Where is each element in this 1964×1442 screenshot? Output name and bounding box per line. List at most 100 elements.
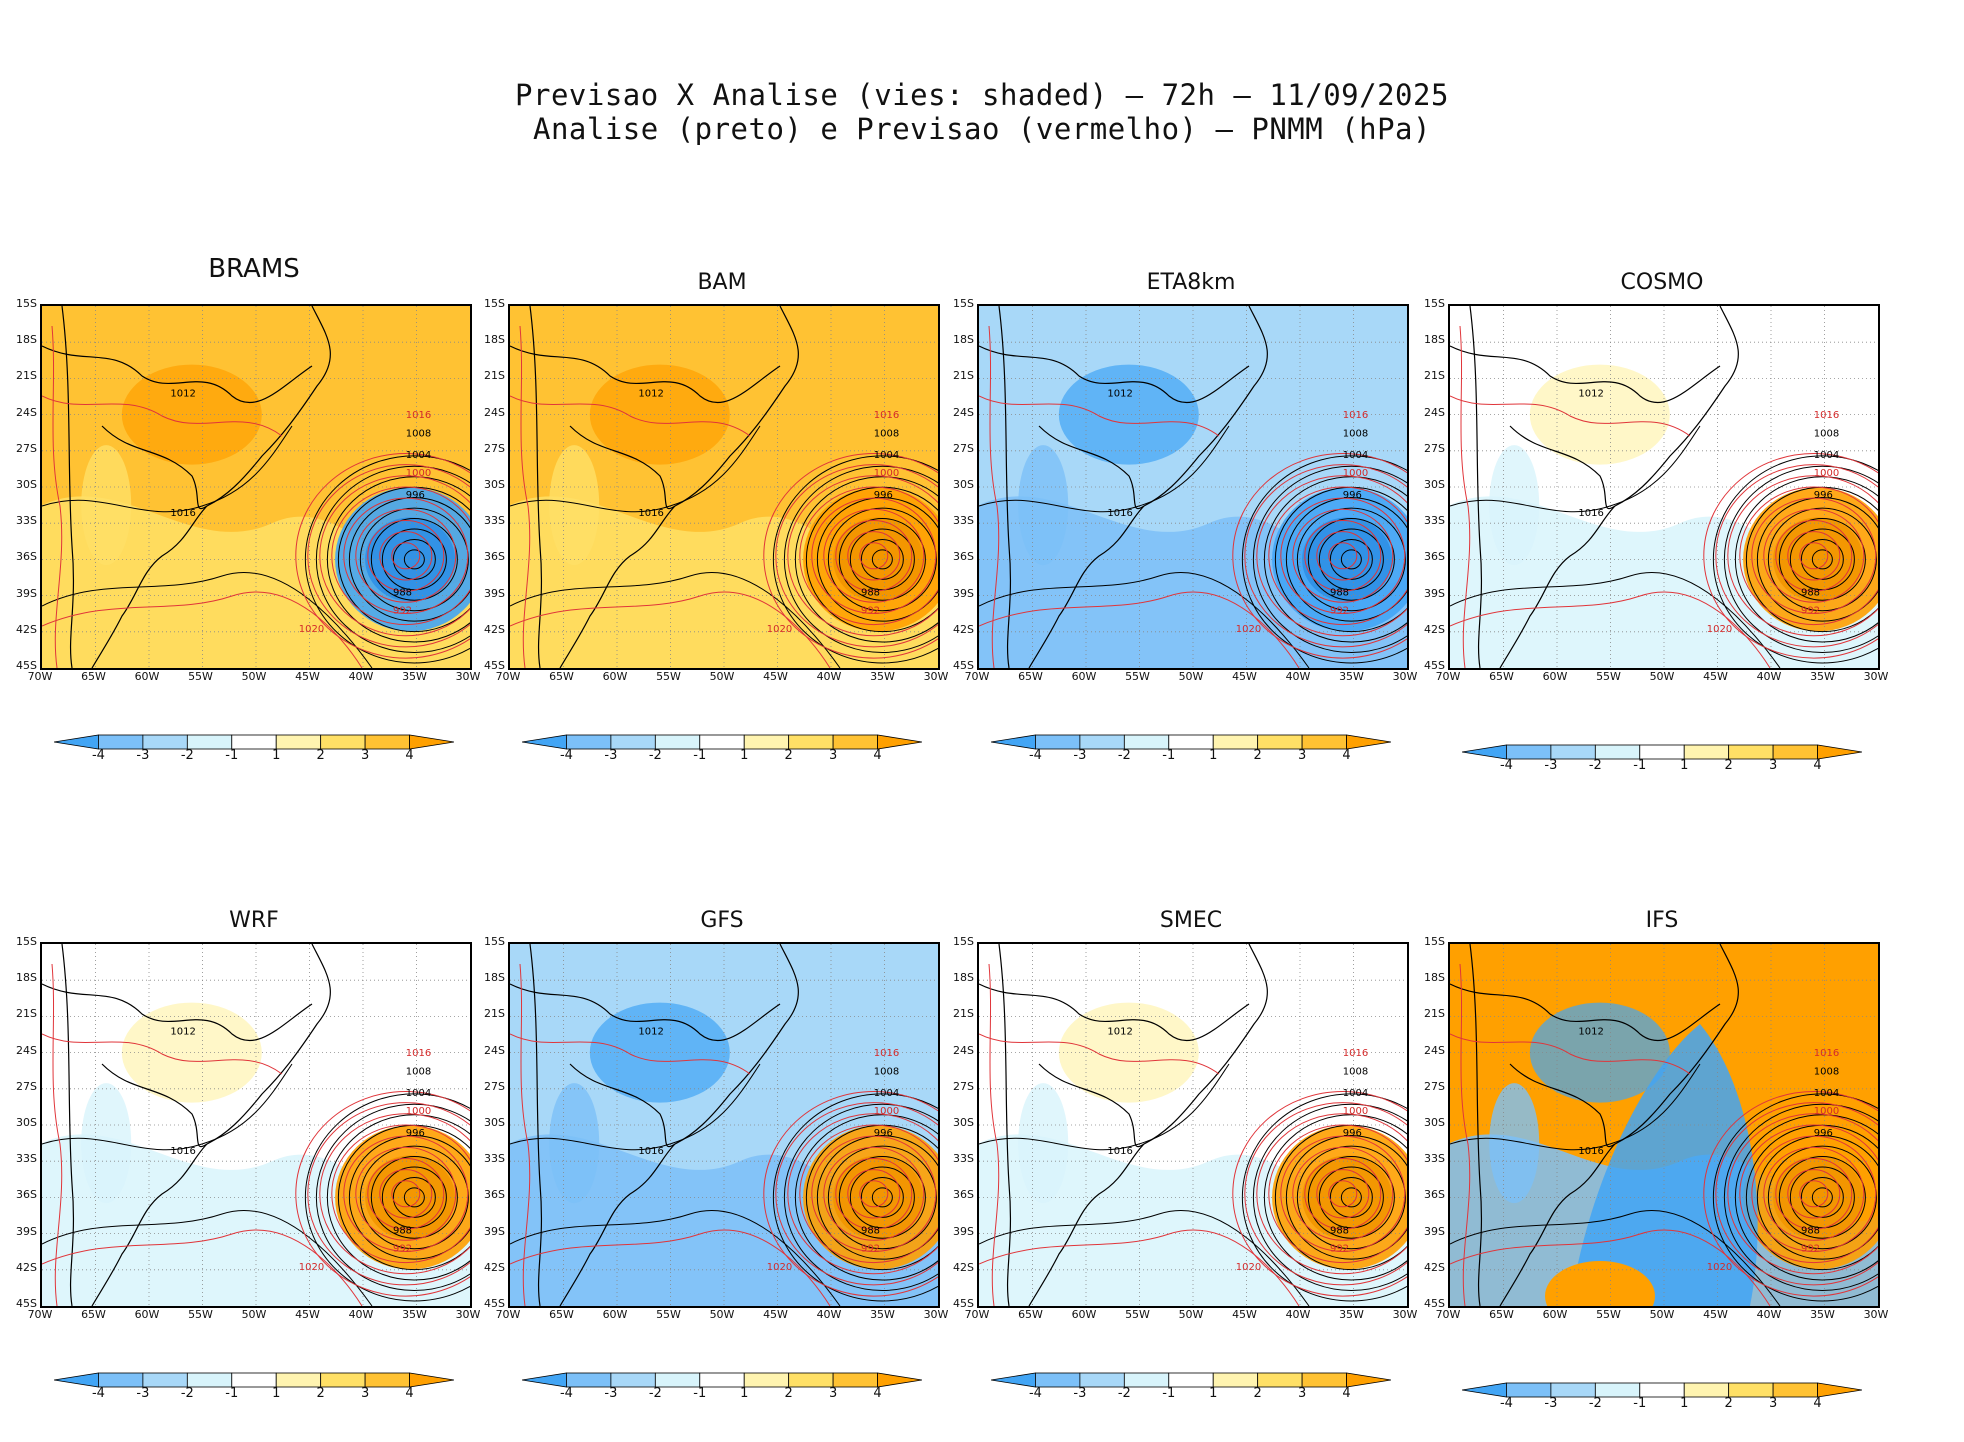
colorbar-segment xyxy=(1817,1382,1863,1398)
colorbar-segment xyxy=(1817,744,1863,760)
colorbar-label: -3 xyxy=(1073,1386,1087,1401)
lon-tick-label: 50W xyxy=(1178,1308,1204,1321)
lon-tick-label: 65W xyxy=(1018,1308,1043,1321)
colorbar-label: -1 xyxy=(1633,1396,1647,1411)
isobar-label: 1000 xyxy=(1814,1106,1839,1117)
lon-tick-label: 60W xyxy=(602,1308,628,1321)
coastline xyxy=(979,306,1268,668)
isobar-label: 1016 xyxy=(170,508,195,519)
lat-tick-label: 33S xyxy=(16,1152,37,1166)
isobar-label: 1004 xyxy=(1814,1088,1839,1099)
map-panel-brams: BRAMS 1016 1008 1004 1000 996 988 992 1012 1016 10… xyxy=(16,254,508,804)
isobar-label: 1016 xyxy=(874,1048,899,1059)
lat-tick-label: 39S xyxy=(953,586,974,600)
colorbar-label: 1 xyxy=(1680,758,1689,773)
lat-tick-label: 30S xyxy=(1424,1116,1445,1129)
lat-tick-label: 45S xyxy=(484,659,505,672)
isobar-label: 988 xyxy=(1801,1226,1820,1237)
colorbar-label: 2 xyxy=(1253,748,1262,763)
isobar-label: 1004 xyxy=(874,450,899,461)
lon-tick-label: 30W xyxy=(1392,670,1418,683)
lat-tick-label: 18S xyxy=(953,333,974,347)
colorbar-segment xyxy=(1035,734,1081,750)
isobar-label: 988 xyxy=(1801,588,1820,599)
isobar-label: 1000 xyxy=(1814,468,1839,479)
figure-title-line2: Analise (preto) e Previsao (vermelho) — … xyxy=(533,112,1431,146)
map-area[interactable]: 1016 1008 1004 1000 996 988 992 1012 1016 1020 xyxy=(508,304,940,670)
lat-tick-label: 45S xyxy=(953,659,974,672)
colorbar-label: 3 xyxy=(360,1386,370,1401)
lon-tick-label: 50W xyxy=(241,1308,267,1321)
lat-tick-label: 30S xyxy=(16,478,37,491)
lat-tick-label: 27S xyxy=(16,441,37,455)
colorbar: -4 -3 -2 -1 1 2 3 4 xyxy=(53,1372,455,1402)
lon-tick-label: 65W xyxy=(81,670,106,683)
analysis-isobars xyxy=(42,425,470,668)
colorbar-segment xyxy=(409,734,455,750)
colorbar-label: 3 xyxy=(1768,758,1778,773)
colorbar-segment xyxy=(1123,734,1170,750)
isobar-label: 1016 xyxy=(638,1146,663,1157)
lon-tick-label: 35W xyxy=(1339,1308,1364,1321)
lat-tick-label: 30S xyxy=(1424,478,1445,491)
colorbar-label: -4 xyxy=(1499,758,1513,773)
colorbar-segment xyxy=(231,1372,277,1388)
lat-tick-label: 33S xyxy=(953,1152,974,1166)
lat-tick-label: 15S xyxy=(484,297,505,310)
colorbar: -4 -3 -2 -1 1 2 3 4 xyxy=(521,1372,923,1402)
colorbar-segment xyxy=(1079,734,1125,750)
colorbar-label: -1 xyxy=(693,1386,707,1401)
map-area[interactable]: 1016 1008 1004 1000 996 988 992 1012 1016 1020 xyxy=(977,942,1409,1308)
lat-tick-label: 36S xyxy=(1424,550,1445,564)
isobar-label: 1020 xyxy=(1707,1262,1732,1273)
colorbar-segment xyxy=(699,734,745,750)
isobar-label: 1012 xyxy=(1578,1027,1603,1038)
lon-tick-label: 60W xyxy=(1071,1308,1097,1321)
colorbar-segment xyxy=(1301,1372,1347,1388)
colorbar-label: 1 xyxy=(272,748,281,763)
lat-tick-label: 45S xyxy=(16,659,37,672)
lon-tick-label: 40W xyxy=(1756,670,1782,683)
map-area[interactable]: 1016 1008 1004 1000 996 988 992 1012 1016 1020 xyxy=(40,942,472,1308)
coastline xyxy=(1450,944,1739,1306)
lon-tick-label: 50W xyxy=(241,670,267,683)
isobar-label: 988 xyxy=(393,1226,412,1237)
map-area[interactable]: 1016 1008 1004 1000 996 988 992 1012 1016 1020 xyxy=(508,942,940,1308)
lon-tick-label: 65W xyxy=(1489,670,1514,683)
lat-tick-label: 21S xyxy=(484,1007,505,1021)
colorbar-segment xyxy=(877,734,923,750)
lon-tick-label: 40W xyxy=(1285,1308,1311,1321)
panel-title: ETA8km xyxy=(1146,270,1236,295)
colorbar-segment xyxy=(1346,734,1392,750)
map-area[interactable]: 1016 1008 1004 1000 996 988 992 1012 1016 1020 xyxy=(977,304,1409,670)
colorbar-segment xyxy=(364,1372,410,1388)
lat-tick-label: 21S xyxy=(1424,1007,1445,1021)
lon-tick-label: 55W xyxy=(188,670,213,683)
isobar-label: 1016 xyxy=(1107,508,1132,519)
lat-tick-label: 27S xyxy=(484,441,505,455)
colorbar-label: -4 xyxy=(559,1386,573,1401)
map-area[interactable]: 1016 1008 1004 1000 996 988 992 1012 1016 1020 xyxy=(40,304,472,670)
colorbar-segment xyxy=(364,734,410,750)
lat-tick-label: 21S xyxy=(16,369,37,383)
isobar-labels: 1016 1008 1004 1000 996 988 992 1012 1016 1020 xyxy=(638,389,899,635)
lat-tick-label: 27S xyxy=(1424,441,1445,455)
lat-tick-label: 36S xyxy=(16,550,37,564)
colorbar-segment xyxy=(990,734,1036,750)
colorbar-segment xyxy=(832,1372,878,1388)
lon-tick-label: 35W xyxy=(1339,670,1364,683)
colorbar-label: 3 xyxy=(828,1386,838,1401)
colorbar-segment xyxy=(1728,1382,1774,1398)
colorbar-segment xyxy=(1461,744,1507,760)
lon-tick-label: 30W xyxy=(1863,1308,1889,1321)
lat-tick-label: 24S xyxy=(953,405,974,419)
isobar-labels: 1016 1008 1004 1000 996 988 992 1012 1016 1020 xyxy=(1578,389,1839,635)
isobar-label: 996 xyxy=(406,490,425,501)
isobar-label: 1004 xyxy=(1814,450,1839,461)
lon-tick-label: 45W xyxy=(763,670,788,683)
colorbar-label: 4 xyxy=(1342,1386,1351,1401)
map-area[interactable]: 1016 1008 1004 1000 996 988 992 1012 1016 1020 xyxy=(1448,942,1880,1308)
map-area[interactable]: 1016 1008 1004 1000 996 988 992 1012 1016 1020 xyxy=(1448,304,1880,670)
colorbar-label: -2 xyxy=(1588,1396,1602,1411)
lon-tick-label: 45W xyxy=(1703,1308,1728,1321)
